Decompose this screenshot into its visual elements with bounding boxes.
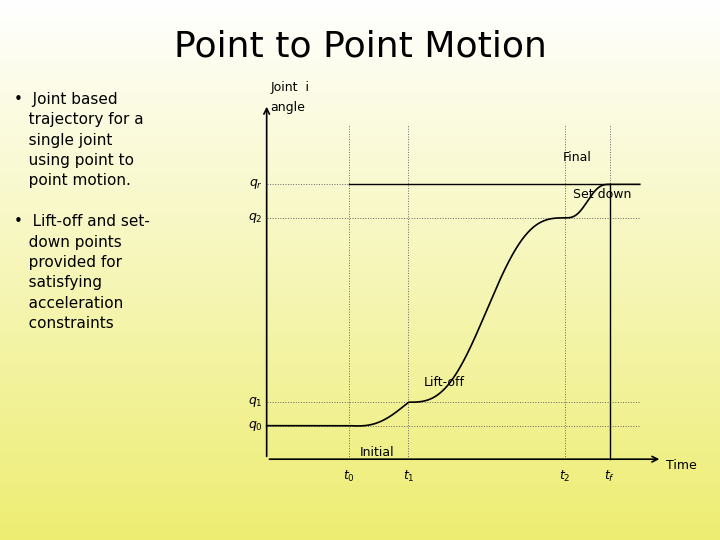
Text: Point to Point Motion: Point to Point Motion xyxy=(174,30,546,64)
Text: $t_1$: $t_1$ xyxy=(402,469,414,484)
Text: $q_2$: $q_2$ xyxy=(248,211,263,225)
Text: •  Joint based
   trajectory for a
   single joint
   using point to
   point mo: • Joint based trajectory for a single jo… xyxy=(14,92,150,331)
Text: Set down: Set down xyxy=(572,188,631,201)
Text: Initial: Initial xyxy=(360,446,395,459)
Text: Time: Time xyxy=(666,460,697,472)
Text: $t_2$: $t_2$ xyxy=(559,469,571,484)
Text: $t_0$: $t_0$ xyxy=(343,469,355,484)
Text: $q_r$: $q_r$ xyxy=(249,177,263,191)
Text: Joint  i: Joint i xyxy=(271,81,310,94)
Text: $q_1$: $q_1$ xyxy=(248,395,263,409)
Text: $q_0$: $q_0$ xyxy=(248,418,263,433)
Text: angle: angle xyxy=(271,101,305,114)
Text: $t_f$: $t_f$ xyxy=(604,469,616,484)
Text: Lift-off: Lift-off xyxy=(423,376,464,389)
Text: Final: Final xyxy=(562,151,591,164)
